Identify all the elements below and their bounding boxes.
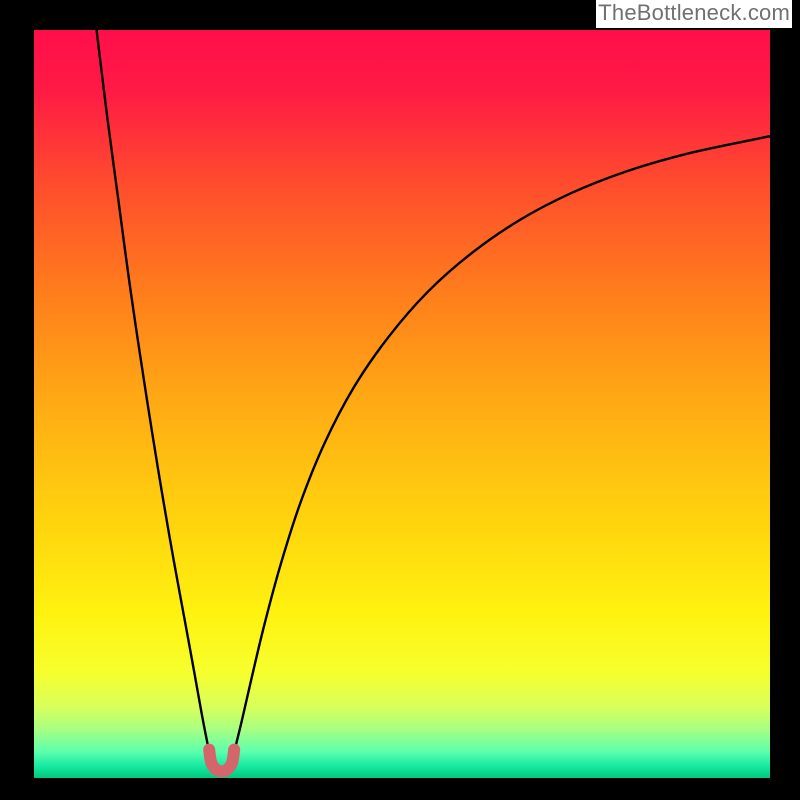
valley-marker — [209, 750, 234, 772]
curve-left — [97, 30, 210, 752]
chart-root: TheBottleneck.com — [0, 0, 800, 800]
plot-area — [34, 30, 770, 778]
curve-overlay — [34, 30, 770, 778]
curve-right — [234, 136, 770, 752]
watermark-text: TheBottleneck.com — [596, 0, 792, 28]
